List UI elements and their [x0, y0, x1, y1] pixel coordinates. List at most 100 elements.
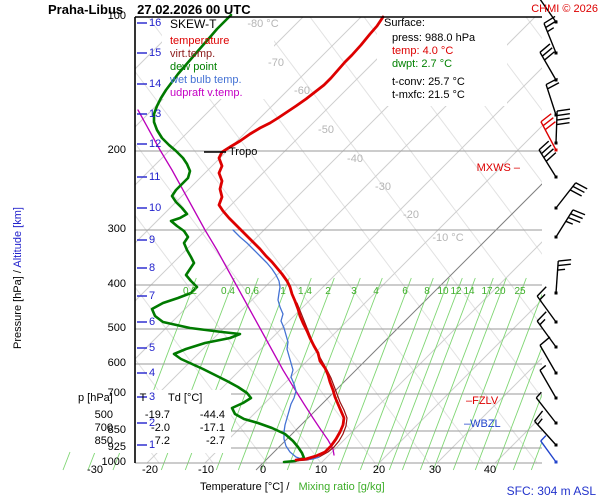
isotherm-label: -80 °C: [247, 18, 279, 30]
wind-barb-feather: [536, 311, 547, 322]
wind-barb-feather: [543, 148, 554, 159]
isotherm-label: -40: [347, 153, 363, 165]
pressure-tick-label: 200: [107, 144, 126, 156]
wind-barb-feather: [557, 268, 566, 271]
mixing-ratio-label: 1: [280, 286, 286, 297]
mixing-ratio-line: [512, 393, 542, 471]
surface-value-line: temp: 4.0 °C: [392, 45, 454, 57]
wind-barb-feather: [557, 263, 571, 267]
table-cell: -44.4: [199, 409, 225, 421]
wind-barb-feather: [540, 144, 552, 155]
wind-barb: [543, 15, 558, 55]
isotherm-line: [378, 299, 542, 463]
wind-barb: [539, 364, 558, 400]
table-cell: 850: [94, 435, 113, 447]
isotherm-line: [135, 17, 420, 302]
legend-item-udpraft-v-temp-: udpraft v.temp.: [170, 87, 243, 99]
table-header: p [hPa]: [78, 392, 113, 404]
altitude-tick-label: 3: [149, 391, 156, 403]
table-cell: 7.2: [154, 435, 170, 447]
mixing-ratio-label: 6: [402, 286, 408, 297]
mixing-ratio-label: 8: [424, 286, 430, 297]
wind-barb-feather: [545, 20, 558, 29]
wind-barb-feather: [540, 113, 552, 123]
y-axis-title-altitude: Altitude [km]: [12, 207, 24, 268]
mixing-ratio-label: 4: [373, 286, 379, 297]
temp-tick-label: 20: [372, 464, 386, 476]
wind-barb-staff: [539, 369, 557, 399]
mixing-ratio-label: 0.4: [221, 286, 235, 297]
table-bg: [71, 390, 231, 453]
wbzl-label: –WBZL: [464, 418, 501, 430]
altitude-tick-label: 13: [149, 108, 162, 120]
isotherm-label: -50: [318, 124, 334, 136]
mixing-ratio-line: [401, 277, 476, 471]
wind-barb-feather: [567, 216, 581, 224]
isotherm-line: [146, 67, 542, 463]
mixing-ratio-label: 14: [463, 286, 475, 297]
table-cell: -2.0: [151, 422, 170, 434]
temperature-curve: [217, 15, 385, 462]
wind-barb: [554, 108, 571, 145]
wind-barb-feather: [545, 77, 558, 86]
wind-barb-feather: [535, 391, 542, 399]
grid-line: [471, 17, 542, 112]
mixing-ratio-label: 2: [325, 286, 331, 297]
wind-barb-feather: [557, 108, 571, 112]
surface-box-title: Surface:: [384, 17, 425, 29]
x-axis-title-temp: Temperature [°C]: [200, 481, 284, 493]
temp-tick-label: -30: [87, 464, 103, 476]
wind-barb-staff: [536, 295, 557, 323]
mixing-ratio-tick: [112, 451, 121, 471]
grid-line: [135, 142, 376, 463]
pressure-tick-label: 500: [107, 322, 126, 334]
isotherm-label: -20: [403, 209, 419, 221]
wind-barb-feather: [556, 117, 570, 121]
wind-barb-feather: [572, 185, 585, 194]
isotherm-label: -70: [268, 57, 284, 69]
mixing-ratio-line: [359, 277, 434, 471]
mixing-ratio-label: 0.6: [245, 286, 259, 297]
y-axis-title: Pressure [hPa] / Altitude [km]: [12, 207, 24, 349]
mixing-ratio-label: 25: [514, 286, 526, 297]
wind-barb-staff: [555, 110, 558, 144]
wind-barb-feather: [572, 209, 586, 216]
chart-title: Praha-Libus 27.02.2026 00 UTC: [48, 3, 251, 17]
wind-barb-feather: [558, 259, 572, 262]
isotherm-line: [436, 357, 542, 463]
grid-line: [135, 358, 214, 463]
wind-barb-staff: [540, 440, 557, 463]
updraft-virt-temp-curve: [137, 109, 335, 456]
wind-barb-feather: [545, 152, 557, 162]
altitude-tick-label: 1: [149, 439, 156, 451]
wind-barb-feather: [539, 318, 546, 326]
mixing-ratio-label: 17: [481, 286, 493, 297]
wind-barb-feather: [556, 113, 570, 117]
wind-barb: [554, 259, 572, 295]
wind-barb: [554, 209, 586, 239]
dew-point-curve: [150, 13, 306, 464]
station-name: Praha-Libus: [48, 2, 124, 17]
mixing-ratio-label: 0.2: [183, 286, 197, 297]
sfc-elevation-label: SFC: 304 m ASL: [506, 484, 596, 498]
mixing-ratio-label: 10: [437, 286, 449, 297]
wind-barb: [539, 336, 558, 375]
mixing-ratio-line: [337, 277, 412, 471]
wind-barb-feather: [539, 43, 551, 53]
grid-line: [309, 17, 542, 327]
wind-barb-feather: [540, 435, 547, 442]
wind-barb: [535, 391, 558, 425]
wind-barb-feather: [539, 364, 547, 371]
wind-barb-staff: [555, 261, 559, 294]
isotherm-line: [553, 17, 600, 463]
wind-barb-staff: [534, 420, 557, 446]
altitude-tick-label: 14: [149, 78, 162, 90]
wind-barb-staff: [545, 84, 557, 116]
wind-barb-feather: [570, 213, 583, 220]
wind-barb-feather: [569, 189, 582, 197]
wind-barb-staff: [555, 182, 577, 209]
pressure-tick-label: 100: [107, 10, 126, 22]
table-header: Td [°C]: [168, 392, 203, 404]
surface-box-bg: [377, 14, 507, 106]
